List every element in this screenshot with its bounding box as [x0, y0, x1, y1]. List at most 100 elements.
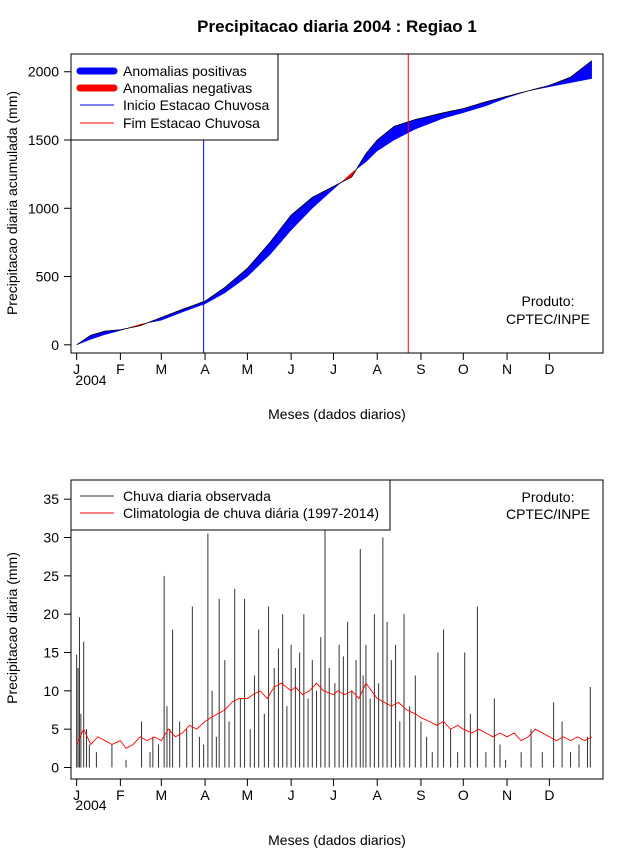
bottom-y-tick-label: 35	[43, 491, 59, 507]
x-tick-label: O	[458, 361, 469, 377]
positive-anomaly-area	[444, 111, 447, 119]
positive-anomaly-area	[309, 198, 312, 212]
positive-anomaly-area	[384, 132, 386, 147]
positive-anomaly-area	[415, 118, 417, 130]
positive-anomaly-area	[386, 130, 389, 145]
positive-anomaly-area	[379, 136, 382, 150]
y-tick-label: 0	[51, 337, 59, 353]
bottom-y-tick-label: 10	[43, 683, 59, 699]
positive-anomaly-area	[399, 123, 402, 138]
legend-item-observed: Chuva diaria observada	[123, 488, 271, 504]
product-annotation: Produto:	[522, 293, 575, 309]
positive-anomaly-area	[405, 121, 408, 135]
product-annotation-source: CPTEC/INPE	[506, 311, 590, 327]
positive-anomaly-area	[453, 110, 456, 116]
positive-anomaly-area	[377, 138, 379, 152]
positive-anomaly-area	[434, 114, 437, 122]
positive-anomaly-area	[395, 125, 398, 140]
bottom-x-tick-label: F	[116, 787, 125, 803]
positive-anomaly-area	[460, 108, 463, 114]
x-axis-label: Meses (dados diarios)	[268, 406, 406, 422]
positive-anomaly-area	[388, 129, 391, 145]
bottom-x-tick-label: J	[330, 787, 337, 803]
positive-anomaly-area	[412, 119, 415, 131]
positive-anomaly-area	[396, 124, 399, 139]
y-axis-2: 0 5 10 15 20 25 30 35	[43, 491, 71, 776]
x-tick-label: J	[330, 361, 337, 377]
positive-anomaly-area	[296, 208, 299, 225]
positive-anomaly-area	[292, 212, 295, 230]
positive-anomaly-area	[302, 204, 305, 219]
x-tick-label: A	[200, 361, 210, 377]
bottom-x-tick-label: D	[544, 787, 554, 803]
positive-anomaly-area	[317, 193, 320, 204]
y-axis-label: Precipitacao diaria acumulada (mm)	[4, 91, 20, 315]
positive-anomaly-area	[290, 213, 293, 231]
positive-anomaly-area	[266, 243, 269, 258]
x-tick-label: J	[288, 361, 295, 377]
positive-anomaly-area	[319, 192, 321, 203]
positive-anomaly-area	[583, 65, 585, 81]
positive-anomaly-area	[413, 119, 416, 131]
positive-anomaly-area	[401, 123, 403, 137]
positive-anomaly-area	[402, 122, 405, 136]
positive-anomaly-area	[282, 223, 285, 241]
daily-chart: 0 5 10 15 20 25 30 35 J F M A M J J A S O N D 2004 Meses (…	[4, 479, 604, 848]
positive-anomaly-area	[590, 60, 592, 80]
positive-anomaly-area	[307, 199, 310, 214]
bottom-y-tick-label: 25	[43, 568, 59, 584]
positive-anomaly-area	[297, 207, 300, 224]
positive-anomaly-area	[392, 125, 395, 142]
positive-anomaly-area	[447, 111, 450, 118]
positive-anomaly-area	[430, 115, 433, 124]
positive-anomaly-area	[313, 195, 316, 208]
positive-anomaly-area	[391, 127, 393, 143]
positive-anomaly-area	[275, 232, 278, 249]
x-tick-label: D	[544, 361, 554, 377]
positive-anomaly-area	[276, 230, 279, 248]
positive-anomaly-area	[425, 116, 427, 126]
positive-anomaly-area	[417, 118, 420, 129]
y-tick-label: 500	[36, 269, 60, 285]
bottom-y-tick-label: 20	[43, 606, 59, 622]
product-annotation-source-2: CPTEC/INPE	[506, 506, 590, 522]
positive-anomaly-area	[398, 124, 400, 139]
positive-anomaly-area	[426, 116, 429, 126]
positive-anomaly-area	[587, 62, 590, 80]
bottom-x-tick-label: A	[200, 787, 210, 803]
bottom-x-tick-label: J	[73, 787, 80, 803]
positive-anomaly-area	[310, 196, 313, 211]
positive-anomaly-area	[283, 221, 286, 239]
bottom-x-tick-label: A	[373, 787, 383, 803]
positive-anomaly-area	[382, 133, 385, 148]
x-tick-label: F	[116, 361, 125, 377]
bottom-x-tick-label: O	[458, 787, 469, 803]
positive-anomaly-area	[450, 110, 453, 117]
positive-anomaly-area	[285, 219, 288, 238]
positive-anomaly-area	[385, 131, 388, 146]
y-axis-label-2: Precipitacao diaria (mm)	[4, 552, 20, 704]
climatology-line	[76, 682, 592, 749]
positive-anomaly-area	[432, 114, 434, 123]
x-tick-label: J	[73, 361, 80, 377]
positive-anomaly-area	[320, 191, 323, 202]
positive-anomaly-area	[580, 68, 583, 82]
positive-anomaly-area	[581, 66, 584, 81]
bottom-x-tick-label: M	[242, 787, 254, 803]
cumulative-chart: Precipitacao diaria 2004 : Regiao 1 0 500…	[4, 17, 604, 422]
observed-cumulative-line	[76, 60, 592, 346]
positive-anomaly-area	[416, 118, 419, 129]
x-tick-label: N	[502, 361, 512, 377]
bottom-y-tick-label: 15	[43, 645, 59, 661]
year-label: 2004	[75, 372, 106, 388]
y-tick-label: 1500	[28, 132, 59, 148]
bottom-x-tick-label: S	[416, 787, 425, 803]
legend-box-2	[70, 479, 391, 531]
positive-anomaly-area	[448, 110, 451, 117]
positive-anomaly-area	[393, 125, 396, 141]
legend: Anomalias positivas Anomalias negativas …	[70, 53, 279, 141]
positive-anomaly-area	[321, 191, 324, 200]
positive-anomaly-area	[278, 229, 281, 246]
x-tick-label: A	[373, 361, 383, 377]
